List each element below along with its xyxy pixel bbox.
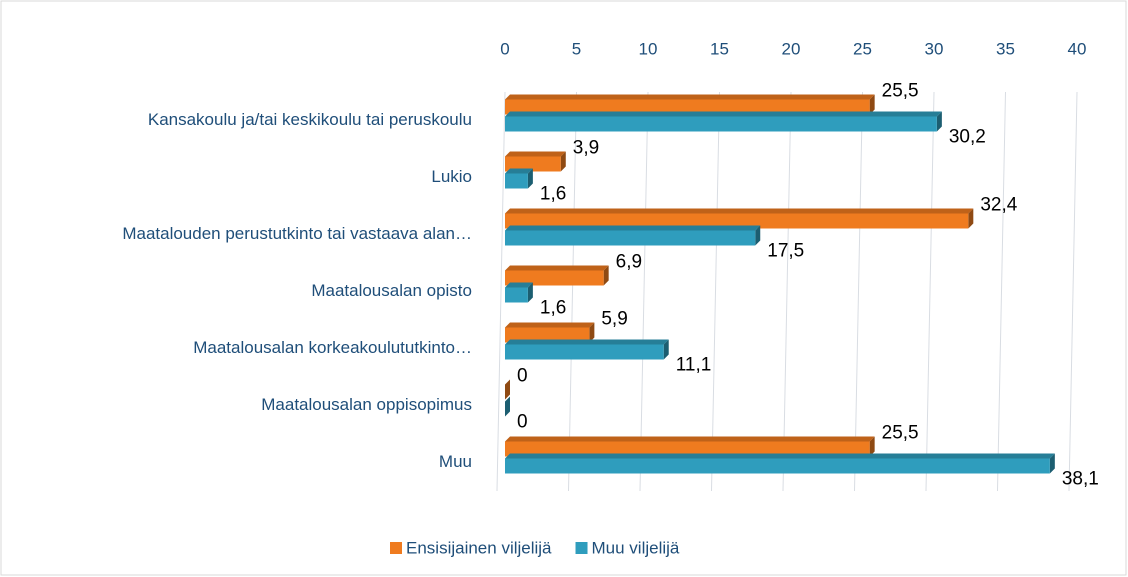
bar-side [755,225,761,246]
x-tick-label: 40 [1068,39,1087,58]
bar [505,173,528,189]
x-tick-label: 25 [853,39,872,58]
bar [505,327,590,343]
grid-line [711,91,720,492]
x-tick-label: 20 [782,39,801,58]
data-label: 1,6 [540,298,566,319]
bar [505,156,561,172]
bar-side [527,282,533,303]
x-tick-label: 0 [500,39,509,58]
y-tick-label: Kansakoulu ja/tai keskikoulu tai perusko… [148,110,472,129]
bar-top [505,339,669,345]
grid-line [782,91,792,492]
data-label: 1,6 [540,184,566,205]
x-tick-label: 35 [996,39,1015,58]
bar [505,441,870,457]
data-label: 30,2 [949,127,986,148]
y-tick-label: Maatalouden perustutkinto tai vastaava a… [122,224,472,243]
bar-top [505,151,566,157]
bar-top [505,322,595,328]
legend-swatch [390,542,402,554]
y-tick-label: Maatalousalan korkeakoulututkinto… [193,338,472,357]
bar-top [505,453,1055,459]
y-tick-label: Muu [439,452,472,471]
bar-side [560,151,566,172]
grid-line [496,91,506,492]
bar-side [869,436,875,457]
bar [505,116,937,132]
legend-label: Muu viljelijä [592,538,680,557]
bar [505,270,604,286]
data-label: 3,9 [573,138,599,159]
bar-top [505,94,875,100]
data-label: 0 [517,412,528,433]
bar-top [505,208,974,214]
grid-line [568,91,577,492]
legend-label: Ensisijainen viljelijä [406,538,552,557]
data-label: 11,1 [676,355,712,376]
bar-side [869,94,875,115]
legend-swatch [575,542,588,554]
y-tick-label: Maatalousalan opisto [311,281,472,300]
bar-side [589,322,595,343]
grid-line [1068,91,1078,492]
data-label: 32,4 [980,195,1017,216]
grid-line [639,91,649,492]
bar-side [1049,453,1055,474]
bar-side [505,379,510,400]
x-tick-label: 5 [572,39,581,58]
grid-line [997,91,1006,492]
grid-line [925,91,935,492]
bar-top [505,225,761,231]
x-tick-label: 10 [639,39,658,58]
data-label: 17,5 [767,241,804,262]
data-label: 25,5 [882,423,919,444]
bar-side [505,396,510,417]
bar [505,344,664,360]
data-label: 38,1 [1062,469,1099,490]
data-label: 25,5 [882,81,919,102]
data-label: 0 [517,366,528,387]
bar-top [505,168,533,174]
bar-top [505,265,609,271]
grid-line [854,91,863,492]
bar-top [505,436,875,442]
bar-side [603,265,609,286]
bar-top [505,111,942,117]
data-label: 5,9 [601,309,627,330]
bar [505,230,756,246]
bar-side [663,339,669,360]
bar [505,287,528,303]
bar [505,213,969,229]
bar-side [936,111,942,132]
bar [505,458,1050,474]
bar [505,99,870,115]
x-tick-label: 15 [710,39,729,58]
y-tick-label: Maatalousalan oppisopimus [261,395,472,414]
bar-side [968,208,974,229]
x-tick-label: 30 [925,39,944,58]
bar-top [505,282,533,288]
y-tick-label: Lukio [431,167,472,186]
data-label: 6,9 [616,252,642,273]
bar-side [527,168,533,189]
